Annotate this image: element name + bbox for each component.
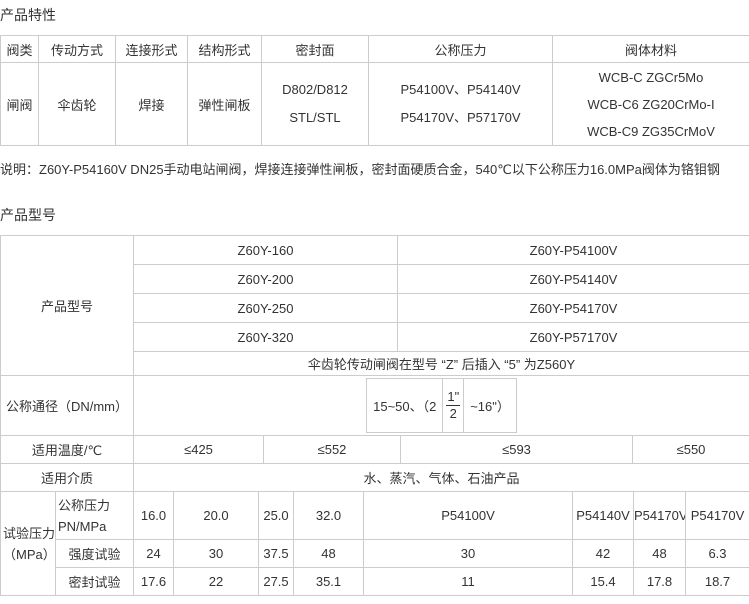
nominal-pressure-line: P54100V、P54140V <box>369 76 552 104</box>
col-header-seal-face: 密封面 <box>262 36 369 63</box>
seal-value-cell: 17.8 <box>634 568 686 596</box>
pn-value-cell: P54170V <box>686 492 749 540</box>
pn-label-line: PN/MPa <box>56 516 133 537</box>
drive-mode-cell: 伞齿轮 <box>39 63 116 146</box>
strength-value-cell: 24 <box>134 540 174 568</box>
features-data-row: 闸阀 伞齿轮 焊接 弹性闸板 D802/D812 STL/STL P54100V… <box>1 63 749 146</box>
media-label: 适用介质 <box>1 464 134 492</box>
test-pressure-label: 试验压力 （MPa） <box>1 492 56 596</box>
media-cell: 水、蒸汽、气体、石油产品 <box>134 464 749 492</box>
temperature-cell: ≤550 <box>633 436 749 464</box>
body-material-line: WCB-C6 ZG20CrMo-I <box>553 91 749 118</box>
model-cell: Z60Y-320 <box>134 323 398 352</box>
diameter-range-end: ~16"） <box>464 379 516 432</box>
temperature-cell: ≤425 <box>134 436 264 464</box>
model-table-label: 产品型号 <box>1 236 134 376</box>
pn-value-cell: P54170V <box>634 492 686 540</box>
col-header-drive-mode: 传动方式 <box>39 36 116 63</box>
note-text: 说明：Z60Y-P54160V DN25手动电站闸阀，焊接连接弹性闸板，密封面硬… <box>0 163 749 177</box>
seal-value-cell: 15.4 <box>573 568 634 596</box>
pn-value-cell: 16.0 <box>134 492 174 540</box>
nominal-pressure-cell: P54100V、P54140V P54170V、P57170V <box>369 63 553 146</box>
pn-value-cell: 20.0 <box>174 492 259 540</box>
seal-value-cell: 27.5 <box>259 568 294 596</box>
seal-value-cell: 17.6 <box>134 568 174 596</box>
nominal-pressure-row: 试验压力 （MPa） 公称压力 PN/MPa 16.0 20.0 25.0 32… <box>1 492 749 540</box>
fraction-denominator: 2 <box>446 406 460 422</box>
body-material-line: WCB-C ZGCr5Mo <box>553 64 749 91</box>
col-header-body-material: 阀体材料 <box>553 36 749 63</box>
test-pressure-table: 试验压力 （MPa） 公称压力 PN/MPa 16.0 20.0 25.0 32… <box>0 491 749 596</box>
strength-value-cell: 6.3 <box>686 540 749 568</box>
body-material-cell: WCB-C ZGCr5Mo WCB-C6 ZG20CrMo-I WCB-C9 Z… <box>553 63 749 146</box>
strength-test-label: 强度试验 <box>56 540 134 568</box>
temperature-label: 适用温度/℃ <box>1 436 134 464</box>
nominal-diameter-cell: 15~50、（2 1" 2 ~16"） <box>134 376 749 436</box>
test-pressure-label-line: （MPa） <box>1 544 55 565</box>
model-cell: Z60Y-P54100V <box>398 236 749 265</box>
temperature-cell: ≤552 <box>264 436 401 464</box>
inch-fraction: 1" 2 <box>442 379 464 432</box>
strength-value-cell: 37.5 <box>259 540 294 568</box>
seal-value-cell: 22 <box>174 568 259 596</box>
model-cell: Z60Y-P54140V <box>398 265 749 294</box>
model-note-cell: 伞齿轮传动闸阀在型号 “Z” 后插入 “5” 为Z560Y <box>134 352 749 376</box>
table-row: 适用温度/℃ ≤425 ≤552 ≤593 ≤550 <box>1 436 749 464</box>
structure-cell: 弹性闸板 <box>188 63 262 146</box>
models-spec-block: 产品型号 Z60Y-160 Z60Y-P54100V Z60Y-200 Z60Y… <box>0 235 749 596</box>
model-cell: Z60Y-P57170V <box>398 323 749 352</box>
seal-face-cell: D802/D812 STL/STL <box>262 63 369 146</box>
features-table: 阀类 传动方式 连接形式 结构形式 密封面 公称压力 阀体材料 闸阀 伞齿轮 焊… <box>0 35 749 146</box>
nominal-diameter-table: 公称通径（DN/mm） 15~50、（2 1" 2 ~16"） <box>0 375 749 436</box>
test-pressure-label-line: 试验压力 <box>1 523 55 544</box>
strength-value-cell: 48 <box>294 540 364 568</box>
model-cell: Z60Y-250 <box>134 294 398 323</box>
strength-value-cell: 30 <box>174 540 259 568</box>
diameter-range-start: 15~50、（2 <box>367 379 442 432</box>
seal-test-label: 密封试验 <box>56 568 134 596</box>
temperature-cell: ≤593 <box>401 436 633 464</box>
models-heading: 产品型号 <box>0 208 749 222</box>
nominal-pressure-line: P54170V、P57170V <box>369 104 552 132</box>
features-header-row: 阀类 传动方式 连接形式 结构形式 密封面 公称压力 阀体材料 <box>1 36 749 63</box>
seal-value-cell: 18.7 <box>686 568 749 596</box>
valve-class-cell: 闸阀 <box>1 63 39 146</box>
pn-value-cell: P54140V <box>573 492 634 540</box>
fraction-numerator: 1" <box>446 389 460 406</box>
nominal-diameter-label: 公称通径（DN/mm） <box>1 376 134 436</box>
seal-value-cell: 11 <box>364 568 573 596</box>
diameter-range-box: 15~50、（2 1" 2 ~16"） <box>366 378 517 433</box>
table-row: 适用介质 水、蒸汽、气体、石油产品 <box>1 464 749 492</box>
pn-label: 公称压力 PN/MPa <box>56 492 134 540</box>
pn-value-cell: P54100V <box>364 492 573 540</box>
media-table: 适用介质 水、蒸汽、气体、石油产品 <box>0 463 749 492</box>
pn-value-cell: 32.0 <box>294 492 364 540</box>
pn-label-line: 公称压力 <box>56 495 133 516</box>
col-header-valve-class: 阀类 <box>1 36 39 63</box>
strength-test-row: 强度试验 24 30 37.5 48 30 42 48 6.3 <box>1 540 749 568</box>
seal-face-line: STL/STL <box>262 104 368 132</box>
col-header-structure: 结构形式 <box>188 36 262 63</box>
seal-test-row: 密封试验 17.6 22 27.5 35.1 11 15.4 17.8 18.7 <box>1 568 749 596</box>
seal-value-cell: 35.1 <box>294 568 364 596</box>
table-row: 产品型号 Z60Y-160 Z60Y-P54100V <box>1 236 749 265</box>
model-cell: Z60Y-160 <box>134 236 398 265</box>
col-header-connection: 连接形式 <box>116 36 188 63</box>
seal-face-line: D802/D812 <box>262 76 368 104</box>
body-material-line: WCB-C9 ZG35CrMoV <box>553 118 749 145</box>
nominal-diameter-value: 15~50、（2 1" 2 ~16"） <box>134 376 749 435</box>
temperature-table: 适用温度/℃ ≤425 ≤552 ≤593 ≤550 <box>0 435 749 464</box>
strength-value-cell: 30 <box>364 540 573 568</box>
table-row: 公称通径（DN/mm） 15~50、（2 1" 2 ~16"） <box>1 376 749 436</box>
strength-value-cell: 42 <box>573 540 634 568</box>
model-cell: Z60Y-P54170V <box>398 294 749 323</box>
strength-value-cell: 48 <box>634 540 686 568</box>
model-numbers-table: 产品型号 Z60Y-160 Z60Y-P54100V Z60Y-200 Z60Y… <box>0 235 749 376</box>
model-cell: Z60Y-200 <box>134 265 398 294</box>
pn-value-cell: 25.0 <box>259 492 294 540</box>
col-header-nominal-pressure: 公称压力 <box>369 36 553 63</box>
connection-cell: 焊接 <box>116 63 188 146</box>
features-heading: 产品特性 <box>0 8 749 22</box>
